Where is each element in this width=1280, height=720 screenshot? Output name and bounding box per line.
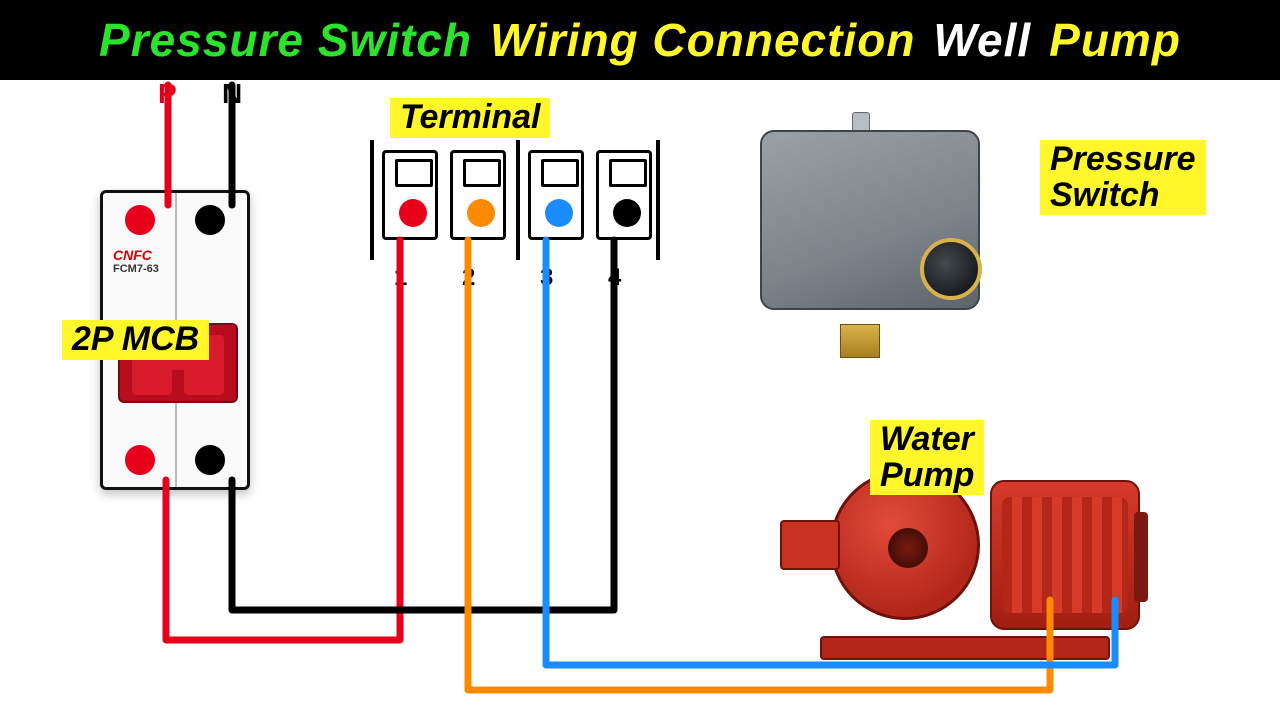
mcb-brand: CNFC xyxy=(113,247,152,263)
supply-phase-label: P xyxy=(158,78,177,110)
pressure-switch xyxy=(740,110,1000,350)
pump-motor xyxy=(990,480,1140,630)
terminal-num-2: 2 xyxy=(462,264,475,292)
supply-neutral-label: N xyxy=(222,78,242,110)
pressure-switch-fitting xyxy=(840,324,880,358)
terminal-slot-4 xyxy=(596,150,652,240)
title-part-3: Well xyxy=(933,13,1031,67)
terminal-num-4: 4 xyxy=(608,264,621,292)
terminal-num-1: 1 xyxy=(394,264,407,292)
pump-inlet xyxy=(780,520,840,570)
terminal-num-3: 3 xyxy=(540,264,553,292)
terminal-dot-3 xyxy=(545,199,573,227)
terminal-slot-3 xyxy=(528,150,584,240)
mcb-top-terminal-p xyxy=(125,205,155,235)
terminal-separator xyxy=(516,140,520,260)
diagram-canvas: P N CNFC FCM7-63 2P MCB Terminal 1 2 3 4… xyxy=(0,80,1280,720)
title-bar: Pressure Switch Wiring Connection Well P… xyxy=(0,0,1280,80)
water-pump-label: Water Pump xyxy=(870,420,984,495)
wire-mcb-N-to-term4 xyxy=(232,240,614,610)
mcb-model: FCM7-63 xyxy=(113,263,159,275)
terminal-dot-4 xyxy=(613,199,641,227)
pressure-switch-label: Pressure Switch xyxy=(1040,140,1206,215)
mcb-label: 2P MCB xyxy=(62,320,209,360)
terminal-dot-2 xyxy=(467,199,495,227)
title-part-4: Pump xyxy=(1049,13,1181,67)
title-part-1: Pressure Switch xyxy=(99,13,472,67)
mcb-bottom-terminal-p xyxy=(125,445,155,475)
mcb-top-terminal-n xyxy=(195,205,225,235)
pump-base xyxy=(820,636,1110,660)
terminal-slot-2 xyxy=(450,150,506,240)
title-part-2: Wiring Connection xyxy=(490,13,915,67)
terminal-dot-1 xyxy=(399,199,427,227)
terminal-label: Terminal xyxy=(390,98,550,138)
pressure-switch-port xyxy=(920,238,982,300)
terminal-slot-1 xyxy=(382,150,438,240)
mcb-bottom-terminal-n xyxy=(195,445,225,475)
terminal-block xyxy=(370,140,660,260)
